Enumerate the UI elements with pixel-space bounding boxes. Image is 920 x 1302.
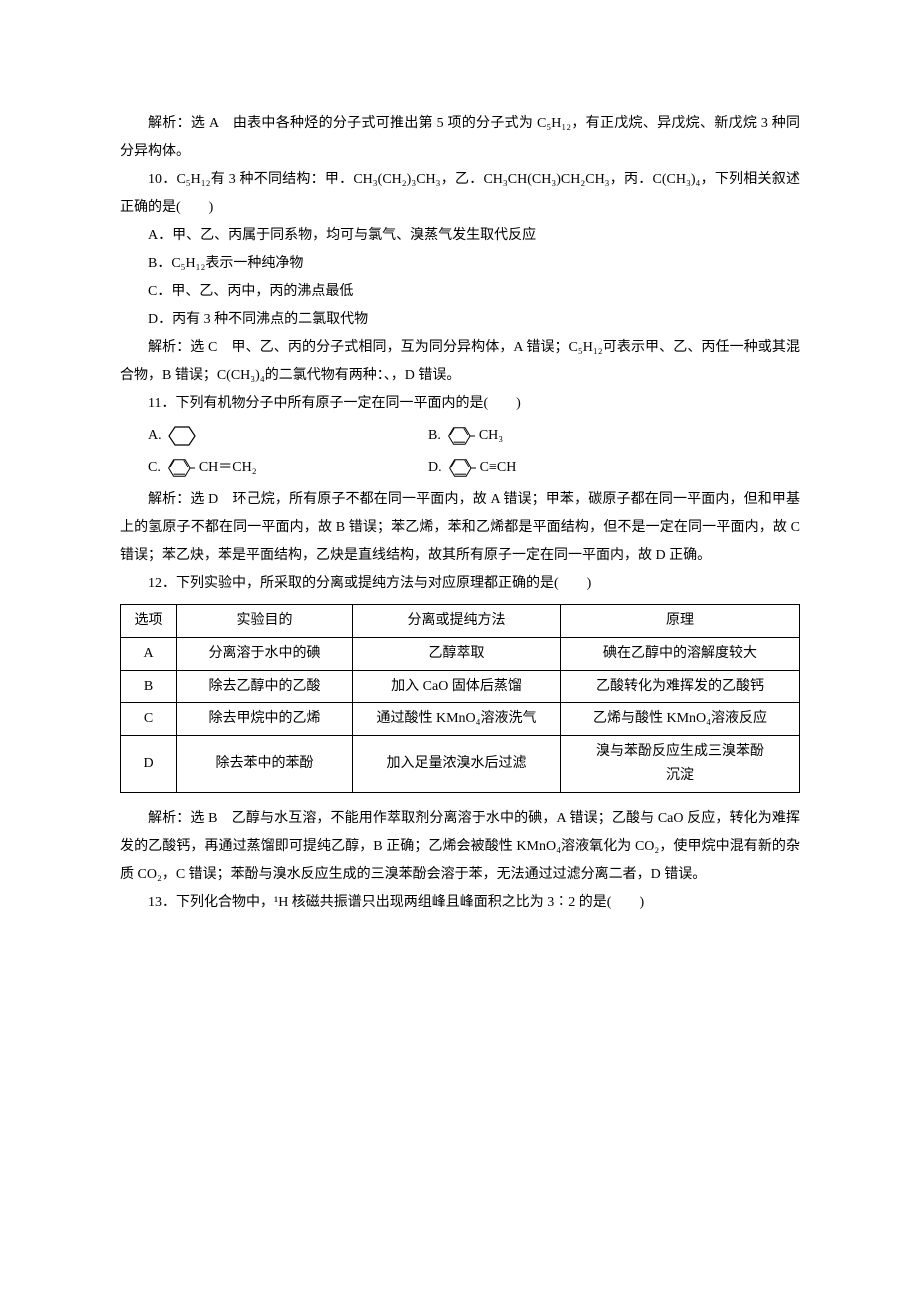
q11-label-c: C. bbox=[148, 454, 161, 482]
cell-opt: D bbox=[121, 736, 177, 793]
q11-row-cd: C. CH＝CH₂ D. C≡CH bbox=[148, 454, 800, 482]
q12-table: 选项 实验目的 分离或提纯方法 原理 A 分离溶于水中的碘 乙醇萃取 碘在乙醇中… bbox=[120, 604, 800, 793]
cell-method: 乙醇萃取 bbox=[353, 637, 561, 670]
table-row: C 除去甲烷中的乙烯 通过酸性 KMnO₄溶液洗气 乙烯与酸性 KMnO₄溶液反… bbox=[121, 703, 800, 736]
q11-option-c: C. CH＝CH₂ bbox=[148, 454, 428, 482]
q11-label-d: D. bbox=[428, 454, 442, 482]
cell-method: 通过酸性 KMnO₄溶液洗气 bbox=[353, 703, 561, 736]
cell-theory: 乙酸转化为难挥发的乙酸钙 bbox=[561, 670, 800, 703]
cell-opt: A bbox=[121, 637, 177, 670]
table-row: B 除去乙醇中的乙酸 加入 CaO 固体后蒸馏 乙酸转化为难挥发的乙酸钙 bbox=[121, 670, 800, 703]
q11-option-d: D. C≡CH bbox=[428, 454, 708, 482]
cell-opt: C bbox=[121, 703, 177, 736]
phenylacetylene-icon bbox=[448, 454, 476, 482]
cell-theory-line1: 溴与苯酚反应生成三溴苯酚 bbox=[567, 740, 793, 764]
cell-theory-line2: 沉淀 bbox=[567, 764, 793, 788]
q10-stem: 10．C₅H₁₂有 3 种不同结构：甲．CH₃(CH₂)₃CH₃，乙．CH₃CH… bbox=[120, 166, 800, 222]
q12-explain: 解析：选 B 乙醇与水互溶，不能用作萃取剂分离溶于水中的碘，A 错误；乙酸与 C… bbox=[120, 805, 800, 889]
q11-label-b: B. bbox=[428, 422, 441, 450]
toluene-icon bbox=[447, 422, 475, 450]
styrene-icon bbox=[167, 454, 195, 482]
cell-purpose: 除去甲烷中的乙烯 bbox=[177, 703, 353, 736]
cell-method: 加入 CaO 固体后蒸馏 bbox=[353, 670, 561, 703]
cell-theory: 溴与苯酚反应生成三溴苯酚 沉淀 bbox=[561, 736, 800, 793]
q11-stem: 11．下列有机物分子中所有原子一定在同一平面内的是( ) bbox=[120, 390, 800, 418]
q10-option-a: A．甲、乙、丙属于同系物，均可与氯气、溴蒸气发生取代反应 bbox=[120, 222, 800, 250]
q11-tail-c: CH＝CH₂ bbox=[199, 454, 257, 482]
cell-purpose: 分离溶于水中的碘 bbox=[177, 637, 353, 670]
cell-method: 加入足量浓溴水后过滤 bbox=[353, 736, 561, 793]
cell-theory: 碘在乙醇中的溶解度较大 bbox=[561, 637, 800, 670]
q11-tail-b: CH₃ bbox=[479, 422, 503, 450]
table-row: A 分离溶于水中的碘 乙醇萃取 碘在乙醇中的溶解度较大 bbox=[121, 637, 800, 670]
q10-option-d: D．丙有 3 种不同沸点的二氯取代物 bbox=[120, 306, 800, 334]
q11-label-a: A. bbox=[148, 422, 162, 450]
q13-stem: 13．下列化合物中，¹H 核磁共振谱只出现两组峰且峰面积之比为 3∶2 的是( … bbox=[120, 889, 800, 917]
cyclohexane-icon bbox=[168, 424, 196, 448]
q10-option-b: B．C₅H₁₂表示一种纯净物 bbox=[120, 250, 800, 278]
th-method: 分离或提纯方法 bbox=[353, 605, 561, 638]
q11-row-ab: A. B. CH₃ bbox=[148, 422, 800, 450]
table-header-row: 选项 实验目的 分离或提纯方法 原理 bbox=[121, 605, 800, 638]
q11-explain: 解析：选 D 环己烷，所有原子不都在同一平面内，故 A 错误；甲苯，碳原子都在同… bbox=[120, 486, 800, 570]
q10-explain: 解析：选 C 甲、乙、丙的分子式相同，互为同分异构体，A 错误；C₅H₁₂可表示… bbox=[120, 334, 800, 390]
cell-theory: 乙烯与酸性 KMnO₄溶液反应 bbox=[561, 703, 800, 736]
th-option: 选项 bbox=[121, 605, 177, 638]
explain-9: 解析：选 A 由表中各种烃的分子式可推出第 5 项的分子式为 C₅H₁₂，有正戊… bbox=[120, 110, 800, 166]
cell-purpose: 除去乙醇中的乙酸 bbox=[177, 670, 353, 703]
cell-purpose: 除去苯中的苯酚 bbox=[177, 736, 353, 793]
table-row: D 除去苯中的苯酚 加入足量浓溴水后过滤 溴与苯酚反应生成三溴苯酚 沉淀 bbox=[121, 736, 800, 793]
th-theory: 原理 bbox=[561, 605, 800, 638]
q12-stem: 12．下列实验中，所采取的分离或提纯方法与对应原理都正确的是( ) bbox=[120, 570, 800, 598]
cell-opt: B bbox=[121, 670, 177, 703]
q11-tail-d: C≡CH bbox=[480, 454, 517, 482]
q11-option-b: B. CH₃ bbox=[428, 422, 708, 450]
th-purpose: 实验目的 bbox=[177, 605, 353, 638]
q10-option-c: C．甲、乙、丙中，丙的沸点最低 bbox=[120, 278, 800, 306]
q11-option-a: A. bbox=[148, 422, 428, 450]
